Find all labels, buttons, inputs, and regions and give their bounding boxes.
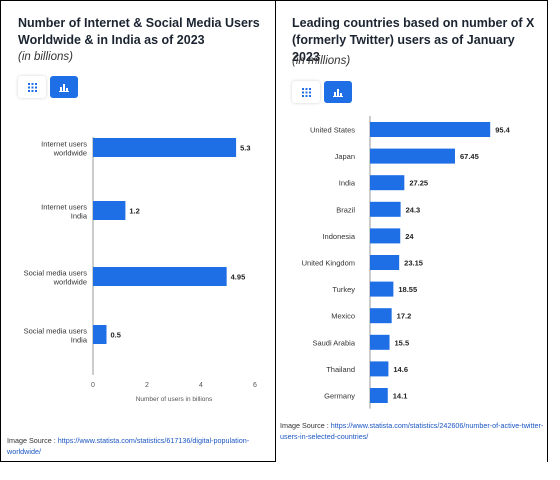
right-bar-chart: 95.4 United States 67.45 Japan 27.25 India 24.… [302,116,511,409]
left-source-prefix: Image Source : [7,436,58,445]
bar [370,122,491,137]
x-tick-label: 4 [199,382,203,389]
right-source-link[interactable]: https://www.statista.com/statistics/2426… [280,421,544,441]
x-tick-label: 0 [91,382,95,389]
value-label: 17.2 [397,312,412,321]
bar [93,201,126,220]
left-bar-chart: 5.3 Internet users worldwide 1.2 Internet us… [24,137,257,403]
value-label: 18.55 [398,285,417,294]
right-chart-view-button[interactable] [324,81,352,103]
category-label: Social media users India [24,327,88,345]
bar [370,228,401,244]
right-table-view-button[interactable] [292,81,320,103]
x-tick-label: 6 [253,382,257,389]
category-label: Turkey [332,285,355,294]
bar-chart-icon [333,88,343,97]
right-view-toggle [292,81,352,103]
category-label: Saudi Arabia [312,338,355,347]
left-table-view-button[interactable] [18,76,46,98]
bar [370,308,392,324]
grid-icon [27,82,37,92]
x-axis-title: Number of users in billions [136,396,213,403]
left-chart-title: Number of Internet & Social Media Users … [18,16,260,47]
left-chart-view-button[interactable] [50,76,78,98]
left-view-toggle [18,76,78,98]
x-tick-label: 2 [145,382,149,389]
category-label: Germany [324,392,355,401]
value-label: 14.1 [393,392,408,401]
right-chart-title: Leading countries based on number of X (… [292,16,535,64]
grid-icon [301,87,311,97]
left-image-source: Image Source : https://www.statista.com/… [7,435,272,457]
value-label: 1.2 [129,207,139,216]
category-label: Internet users worldwide [41,140,87,158]
category-label: Internet users India [41,203,88,221]
category-label: United Kingdom [302,259,355,268]
category-label: India [339,179,356,188]
category-label: Mexico [331,312,355,321]
left-chart-subtitle: (in billions) [18,51,73,63]
bar [370,148,455,164]
value-label: 14.6 [393,365,408,374]
category-label: Thailand [326,365,355,374]
category-label: Indonesia [322,232,355,241]
value-label: 24.3 [406,205,421,214]
bar [93,138,237,157]
right-chart-subtitle: (in millions) [292,55,351,67]
bar [93,267,227,286]
value-label: 27.25 [409,179,428,188]
right-chart-panel: Leading countries based on number of X (… [276,0,548,462]
left-chart-panel: Number of Internet & Social Media Users … [0,0,276,462]
value-label: 5.3 [240,144,250,153]
right-image-source: Image Source : https://www.statista.com/… [280,420,545,442]
value-label: 0.5 [111,331,121,340]
value-label: 23.15 [404,259,423,268]
left-source-link[interactable]: https://www.statista.com/statistics/6171… [7,436,250,456]
bar [370,388,388,403]
bar [370,255,400,270]
category-label: Social media users worldwide [24,269,88,287]
right-source-prefix: Image Source : [280,421,331,430]
value-label: 4.95 [231,273,246,282]
category-label: United States [310,126,355,135]
value-label: 95.4 [495,126,510,135]
bar-chart-icon [59,83,69,92]
value-label: 24 [405,232,414,241]
category-label: Japan [335,152,355,161]
value-label: 15.5 [395,338,410,347]
bar [370,175,405,191]
value-label: 67.45 [460,152,479,161]
bar [370,334,390,350]
bar [370,281,394,297]
bar [93,325,107,344]
bar [370,361,389,377]
bar [370,201,401,217]
category-label: Brazil [336,205,355,214]
